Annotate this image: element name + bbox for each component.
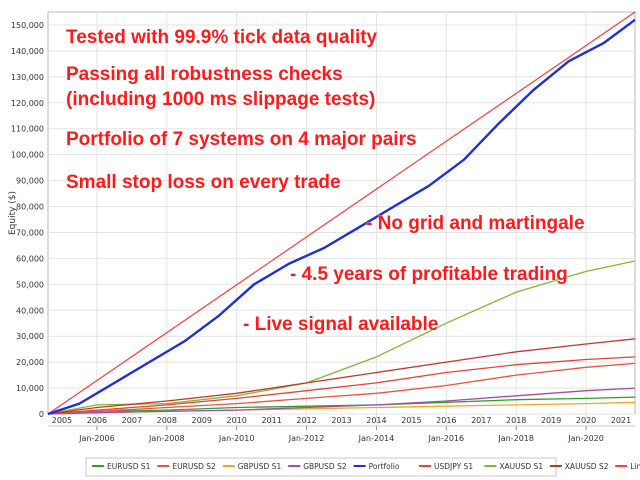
legend-label-eurusd-s1: EURUSD S1 [107,462,151,471]
legend-label-xauusd-s2: XAUUSD S2 [565,462,609,471]
annotation-5: Small stop loss on every trade [66,172,341,193]
x-major-tick-label: Jan-2010 [218,434,255,443]
x-major-tick-label: Jan-2006 [78,434,115,443]
annotation-8: - Live signal available [243,314,438,335]
y-tick-label: 140,000 [11,47,44,56]
legend-label-eurusd-s2: EURUSD S2 [172,462,216,471]
series-line-eurusd-s2 [47,362,636,415]
x-major-tick-label: Jan-2014 [358,434,395,443]
y-tick-label: 0 [39,410,44,419]
series-line-xauusd-s2 [47,338,636,415]
grid [48,12,635,415]
legend-label-portfolio: Portfolio [369,462,400,471]
series-lines [47,11,636,416]
y-tick-label: 100,000 [11,151,44,160]
annotation-7: - 4.5 years of profitable trading [290,264,568,285]
y-tick-label: 30,000 [16,332,44,341]
annotations: Tested with 99.9% tick data quality Pass… [66,27,585,336]
y-tick-label: 130,000 [11,73,44,82]
legend-label-gbpusd-s2: GBPUSD S2 [303,462,347,471]
x-major-tick-label: Jan-2008 [148,434,185,443]
legend: EURUSD S1 EURUSD S2 GBPUSD S1 GBPUSD S2 Port… [92,462,640,471]
y-tick-label: 20,000 [16,358,44,367]
legend-label-gbpusd-s1: GBPUSD S1 [238,462,282,471]
annotation-6: - No grid and martingale [366,213,585,234]
y-tick-label: 60,000 [16,254,44,263]
annotation-2: Passing all robustness checks [66,64,343,85]
y-tick-label: 40,000 [16,306,44,315]
y-tick-label: 90,000 [16,177,44,186]
annotation-1: Tested with 99.9% tick data quality [66,27,378,48]
x-major-tick-label: Jan-2012 [288,434,325,443]
series-line-gbpusd-s2 [47,387,636,415]
y-axis-label: Equity ($) [8,191,18,235]
y-tick-label: 120,000 [11,99,44,108]
x-major-tick-label: Jan-2016 [428,434,465,443]
legend-label-lines: Lines [630,462,640,471]
y-tick-label: 50,000 [16,280,44,289]
series-line-usdjpy-s1 [47,356,636,415]
y-tick-label: 10,000 [16,384,44,393]
annotation-3: (including 1000 ms slippage tests) [66,89,375,110]
y-tick-label: 150,000 [11,21,44,30]
series-line-portfolio [47,18,636,416]
y-axis: 0 10,000 20,000 30,000 40,000 50,000 60,000 70,… [11,21,44,419]
y-tick-label: 80,000 [16,203,44,212]
legend-label-usdjpy-s1: USDJPY S1 [434,462,473,471]
y-tick-label: 110,000 [11,125,44,134]
y-tick-label: 70,000 [16,228,44,237]
legend-label-xauusd-s1: XAUUSD S1 [499,462,543,471]
series-line-lines [47,11,636,415]
x-major-tick-label: Jan-2018 [497,434,534,443]
annotation-4: Portfolio of 7 systems on 4 major pairs [66,129,417,150]
x-major-tick-label: Jan-2020 [567,434,604,443]
x-axis: Jan-2006 Jan-2008 Jan-2010 Jan-2012 Jan-2014… [48,414,635,443]
